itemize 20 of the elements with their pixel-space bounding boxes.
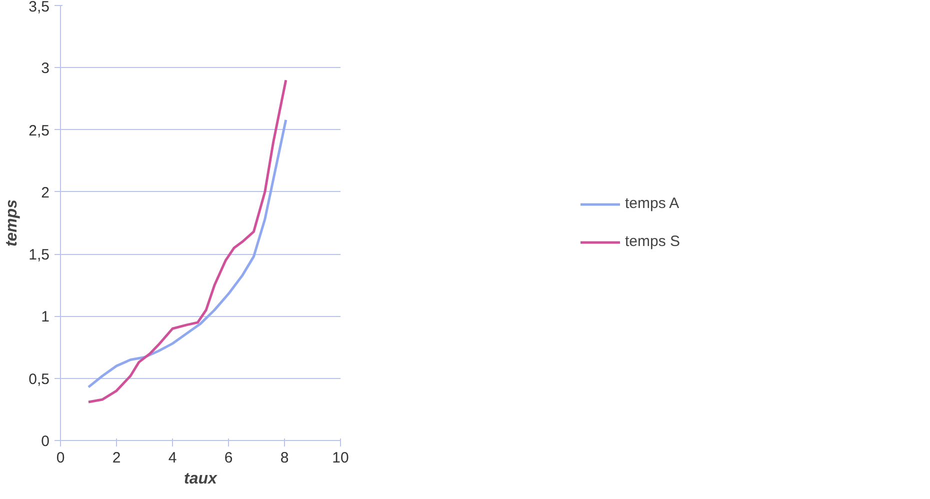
y-tick-label: 3,5 — [28, 0, 50, 16]
x-tick-label: 4 — [168, 450, 177, 466]
y-tick-label: 0 — [41, 433, 50, 450]
y-tick-label: 3 — [41, 60, 50, 78]
y-tick-label: 2 — [41, 184, 50, 202]
legend-label: temps S — [624, 233, 680, 250]
line-series — [87, 78, 288, 404]
x-tick-label: 8 — [280, 450, 289, 466]
y-axis-title: temps — [4, 199, 21, 247]
y-tick-label: 1,5 — [28, 246, 50, 264]
x-tick-label: 2 — [112, 450, 121, 466]
x-tick-label: 6 — [224, 450, 233, 466]
legend-label: temps A — [624, 195, 680, 212]
y-tick-label: 2,5 — [28, 122, 50, 140]
x-tick-label: 0 — [56, 450, 65, 466]
line-series — [87, 118, 288, 388]
y-tick-label: 1 — [41, 308, 50, 326]
x-axis-title: taux — [184, 470, 218, 488]
y-tick-label: 0,5 — [28, 370, 50, 388]
x-tick-label: 10 — [332, 450, 349, 466]
